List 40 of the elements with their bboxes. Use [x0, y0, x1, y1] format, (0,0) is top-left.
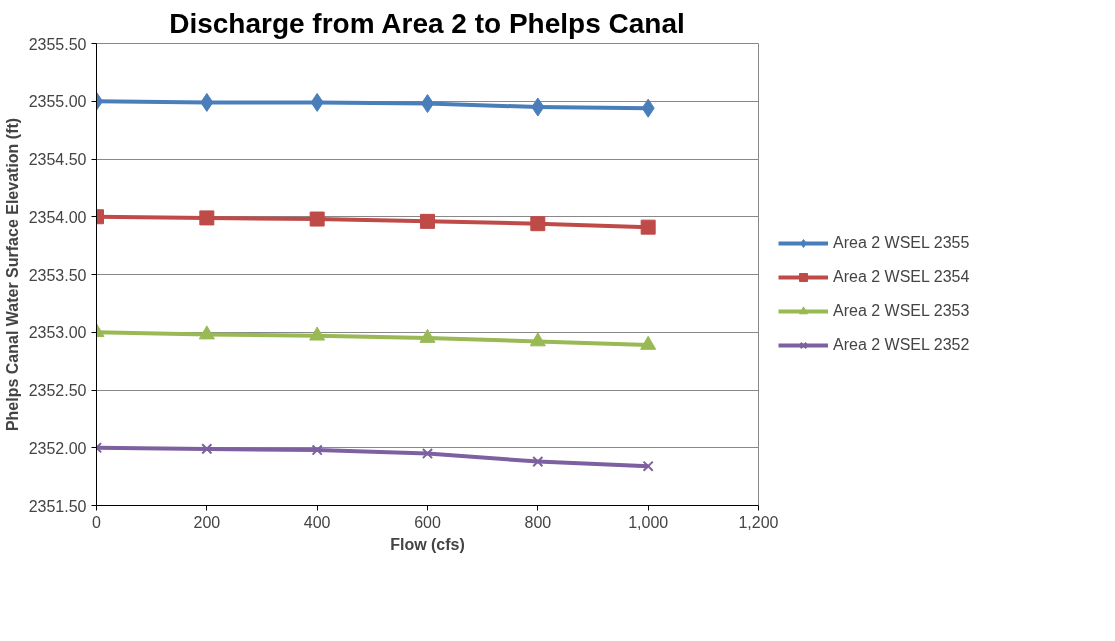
x-tick-label: 1,000 [628, 513, 669, 531]
x-tick-label: 400 [303, 513, 331, 531]
point [420, 213, 435, 229]
point [642, 460, 654, 472]
legend-label: Area 2 WSEL 2354 [833, 268, 970, 286]
point [201, 443, 213, 455]
y-axis-title: Phelps Canal Water Surface Elevation (ft) [3, 117, 21, 432]
point [641, 98, 655, 118]
y-tick-label: 2353.50 [28, 266, 87, 284]
x-tick-label: 1,200 [738, 513, 779, 531]
point [309, 326, 326, 341]
y-tick-label: 2351.50 [28, 497, 87, 515]
chart-title: Discharge from Area 2 to Phelps Canal [169, 7, 685, 39]
point [311, 444, 323, 456]
legend-label: Area 2 WSEL 2352 [833, 336, 970, 354]
x-tick-label: 0 [92, 513, 102, 531]
x-tick-label: 600 [414, 513, 441, 531]
y-tick-label: 2355.00 [28, 93, 87, 111]
point [309, 211, 325, 227]
x-tick-label: 800 [524, 513, 552, 531]
y-tick-label: 2352.50 [28, 382, 87, 399]
point [421, 447, 434, 460]
point [198, 325, 215, 340]
point [640, 219, 656, 235]
x-axis-title: Flow (cfs) [390, 535, 465, 553]
legend-label: Area 2 WSEL 2353 [833, 302, 970, 320]
y-tick-label: 2355.50 [28, 35, 87, 53]
x-tick-label: 200 [193, 513, 221, 531]
point [310, 92, 324, 112]
legend-label: Area 2 WSEL 2355 [833, 234, 970, 252]
point [531, 97, 545, 117]
y-tick-label: 2352.00 [28, 439, 87, 457]
point [532, 456, 544, 468]
point [529, 332, 546, 347]
point [200, 92, 214, 112]
y-tick-label: 2354.50 [28, 151, 87, 168]
point [530, 216, 546, 232]
point [199, 210, 215, 226]
y-tick-label: 2354.00 [28, 208, 87, 226]
y-tick-label: 2353.00 [28, 324, 87, 342]
